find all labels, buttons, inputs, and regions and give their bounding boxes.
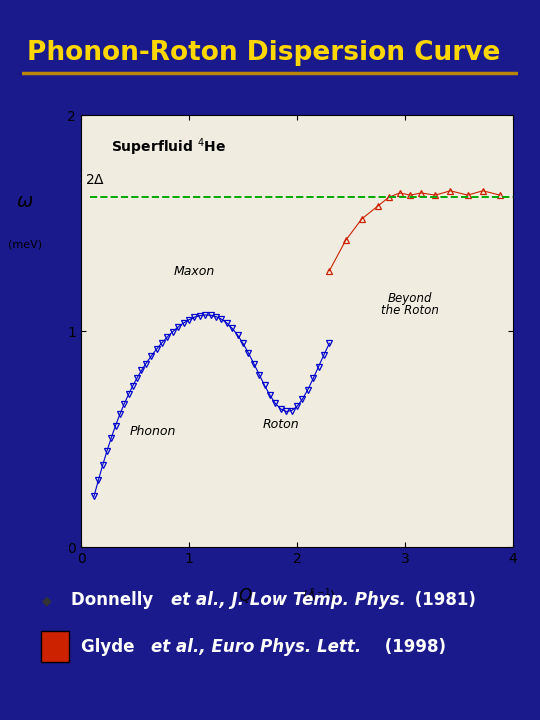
Text: $(\AA^{-1})$: $(\AA^{-1})$ bbox=[302, 586, 335, 603]
Text: (1998): (1998) bbox=[379, 638, 446, 655]
Text: Donnelly: Donnelly bbox=[71, 591, 159, 609]
Text: Maxon: Maxon bbox=[174, 265, 215, 278]
Text: $\omega$: $\omega$ bbox=[16, 192, 33, 211]
Text: (1981): (1981) bbox=[409, 591, 476, 609]
Text: $Q$: $Q$ bbox=[238, 586, 252, 605]
Bar bbox=[42, 631, 69, 662]
Text: et al., Euro Phys. Lett.: et al., Euro Phys. Lett. bbox=[151, 638, 361, 655]
Text: Superfluid $^4$He: Superfluid $^4$He bbox=[111, 136, 227, 158]
Text: Beyond
the Roton: Beyond the Roton bbox=[381, 292, 440, 317]
Text: Phonon: Phonon bbox=[130, 425, 176, 438]
Text: (meV): (meV) bbox=[8, 240, 42, 250]
Text: Glyde: Glyde bbox=[81, 638, 140, 655]
Text: et al., J. Low Temp. Phys.: et al., J. Low Temp. Phys. bbox=[171, 591, 406, 609]
Text: $2\Delta$: $2\Delta$ bbox=[85, 174, 105, 187]
Text: Phonon-Roton Dispersion Curve: Phonon-Roton Dispersion Curve bbox=[27, 40, 501, 66]
Text: ◆: ◆ bbox=[42, 594, 51, 607]
Text: Roton: Roton bbox=[262, 418, 299, 431]
